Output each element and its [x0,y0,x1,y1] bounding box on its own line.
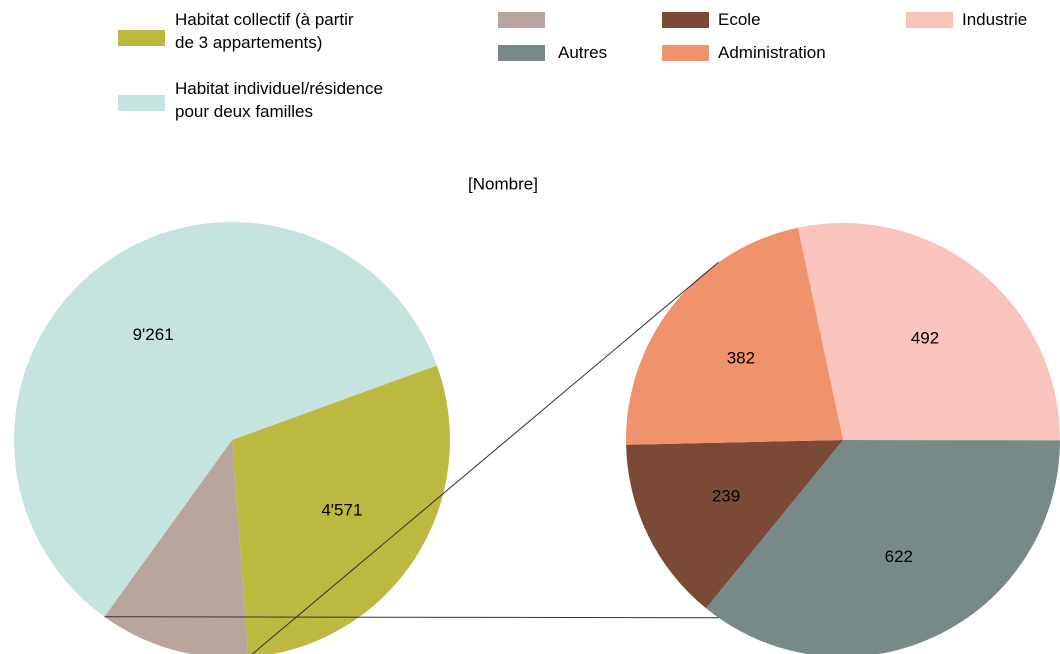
data-label: 239 [712,487,740,506]
legend-label: Industrie [962,10,1028,29]
data-label: 9'261 [133,325,174,344]
connector-line [104,616,719,619]
legend-label: Habitat individuel/résidence pour deux f… [175,79,383,121]
pie-slice [104,440,249,654]
pie-slice [232,365,450,654]
data-label: 622 [885,547,913,566]
pie-slice [626,227,843,445]
legend-swatch [118,30,165,46]
legend-swatch [498,45,545,61]
data-label: 382 [727,349,755,368]
legend-label: Habitat collectif (à partir de 3 apparte… [175,10,354,52]
legend-label: Administration [718,43,826,62]
legend-swatch [906,12,953,28]
legend-swatch [498,12,545,28]
data-label: 492 [911,328,939,347]
legend-label: Autres [558,43,608,62]
data-label: 4'571 [321,500,362,519]
legend-swatch [662,45,709,61]
pie-slice [13,221,437,617]
connector-line [251,261,719,654]
legend-swatch [118,95,165,111]
legend-swatch [662,12,709,28]
pie-slice [797,223,1060,441]
legend-label: Ecole [718,10,761,29]
pie-slice [706,440,1060,654]
chart-title: [Nombre] [468,174,538,193]
pie-slice [626,440,843,609]
